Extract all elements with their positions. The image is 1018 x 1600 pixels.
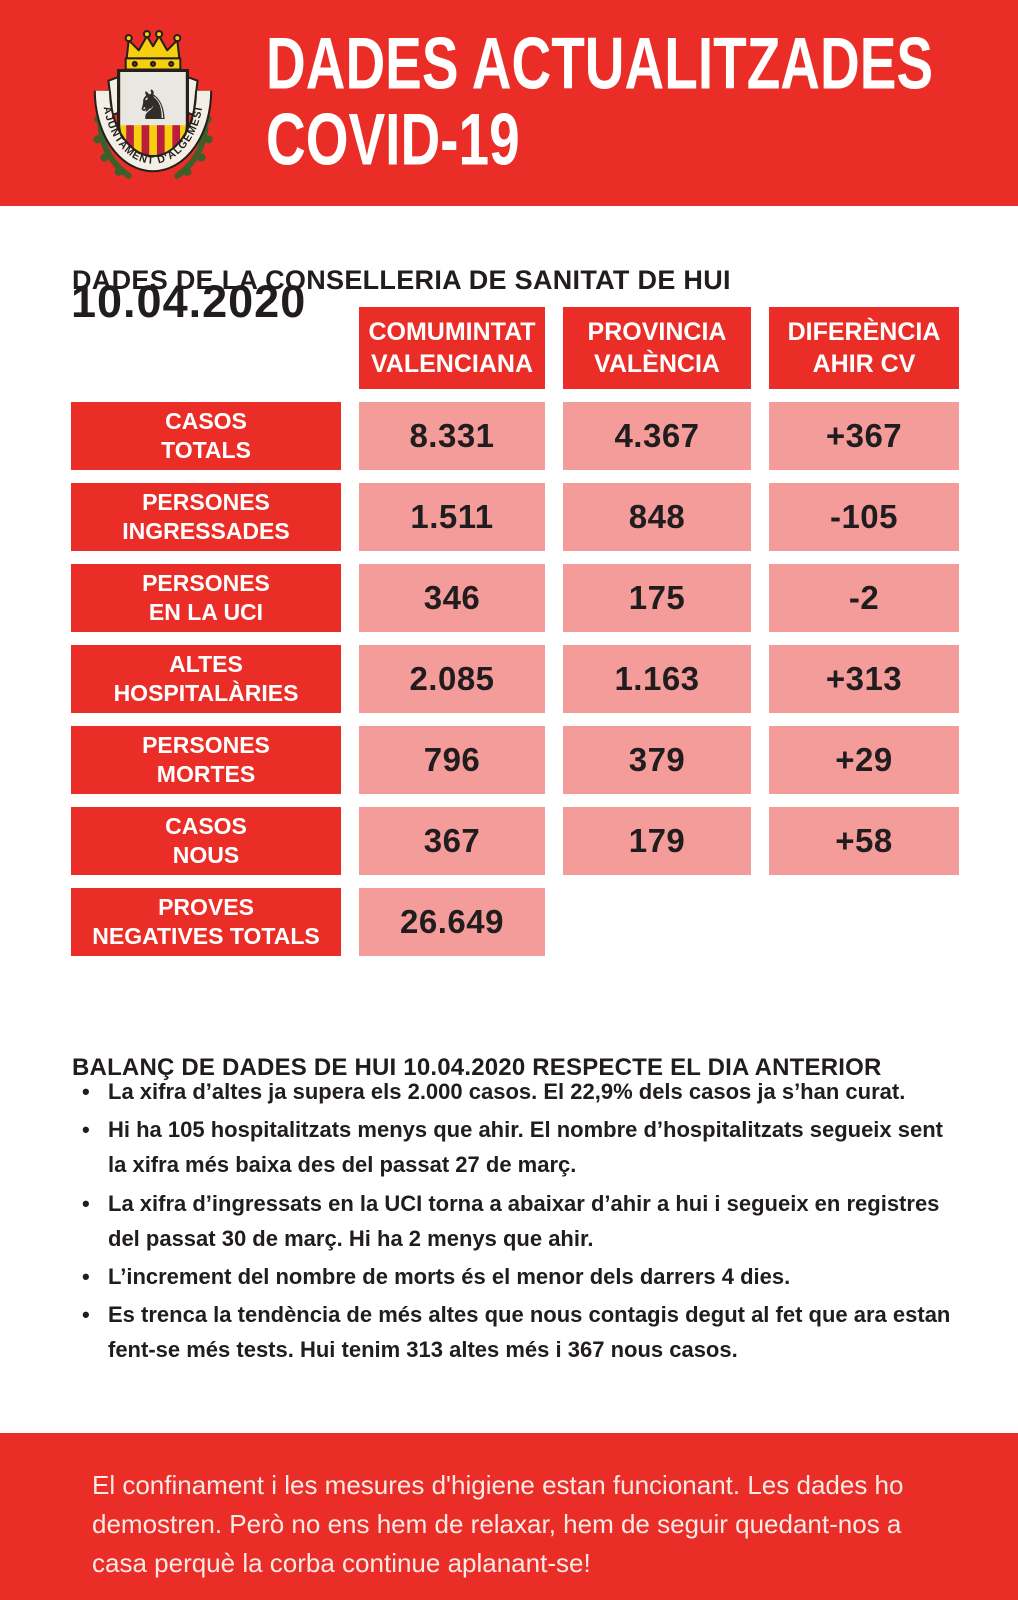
- value-cell: 4.367: [563, 402, 751, 470]
- bullet-item: La xifra d’ingressats en la UCI torna a …: [72, 1186, 956, 1256]
- row-label: PERSONES MORTES: [71, 726, 341, 794]
- value-cell: -2: [769, 564, 959, 632]
- value-cell: 367: [359, 807, 545, 875]
- covid-data-table: COMUMINTAT VALENCIANA PROVINCIA VALÈNCIA…: [71, 307, 959, 956]
- value-cell: 2.085: [359, 645, 545, 713]
- value-cell: 796: [359, 726, 545, 794]
- value-cell: +58: [769, 807, 959, 875]
- bullet-item: L’increment del nombre de morts és el me…: [72, 1259, 956, 1294]
- value-cell: +313: [769, 645, 959, 713]
- column-header-provincia-valencia: PROVINCIA VALÈNCIA: [563, 307, 751, 389]
- table-corner-spacer: [71, 307, 341, 389]
- value-cell: 26.649: [359, 888, 545, 956]
- value-cell: +367: [769, 402, 959, 470]
- footer-banner: El confinament i les mesures d'higiene e…: [0, 1433, 1018, 1600]
- value-cell-empty: [769, 888, 959, 956]
- value-cell: +29: [769, 726, 959, 794]
- row-label: PERSONES EN LA UCI: [71, 564, 341, 632]
- bullet-item: Es trenca la tendència de més altes que …: [72, 1297, 956, 1367]
- bullet-item: Hi ha 105 hospitalitzats menys que ahir.…: [72, 1112, 956, 1182]
- value-cell: 1.163: [563, 645, 751, 713]
- value-cell: 175: [563, 564, 751, 632]
- row-label: PROVES NEGATIVES TOTALS: [71, 888, 341, 956]
- value-cell: 379: [563, 726, 751, 794]
- bullet-item: La xifra d’altes ja supera els 2.000 cas…: [72, 1074, 956, 1109]
- title-line-1: DADES ACTUALITZADES: [266, 22, 934, 105]
- value-cell: 1.511: [359, 483, 545, 551]
- value-cell: -105: [769, 483, 959, 551]
- report-date: 10.04.2020: [71, 276, 307, 327]
- page-title: DADES ACTUALITZADES COVID-19: [266, 26, 933, 177]
- header-banner: ♞ AJUNTAMENT D'ALGEMESI: [0, 0, 1018, 206]
- value-cell: 346: [359, 564, 545, 632]
- column-header-comunitat-valenciana: COMUMINTAT VALENCIANA: [359, 307, 545, 389]
- laurel-leaves: [93, 115, 213, 176]
- row-label: CASOS TOTALS: [71, 402, 341, 470]
- row-label: PERSONES INGRESSADES: [71, 483, 341, 551]
- row-label: CASOS NOUS: [71, 807, 341, 875]
- section-heading: DADES DE LA CONSELLERIA DE SANITAT DE HU…: [72, 265, 731, 296]
- knight-icon: ♞: [135, 81, 171, 129]
- value-cell-empty: [563, 888, 751, 956]
- algemesi-coat-of-arms-logo: ♞ AJUNTAMENT D'ALGEMESI: [93, 30, 213, 179]
- value-cell: 848: [563, 483, 751, 551]
- row-label: ALTES HOSPITALÀRIES: [71, 645, 341, 713]
- balance-bullet-list: La xifra d’altes ja supera els 2.000 cas…: [72, 1074, 956, 1371]
- crown-icon: [124, 30, 182, 71]
- footer-message: El confinament i les mesures d'higiene e…: [92, 1470, 904, 1578]
- title-line-2: COVID-19: [266, 97, 520, 180]
- column-header-diferencia-ahir-cv: DIFERÈNCIA AHIR CV: [769, 307, 959, 389]
- value-cell: 179: [563, 807, 751, 875]
- value-cell: 8.331: [359, 402, 545, 470]
